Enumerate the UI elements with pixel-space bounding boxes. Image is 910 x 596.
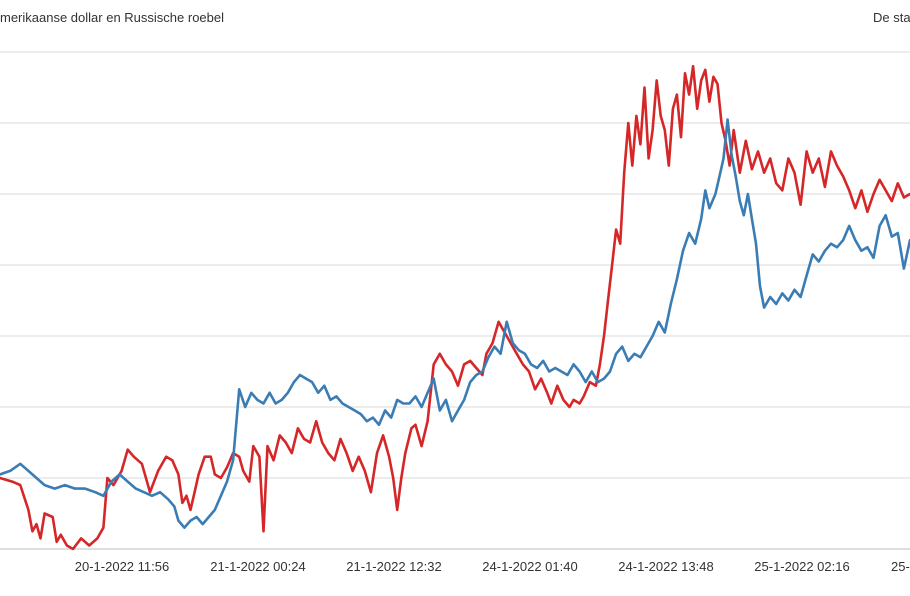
x-tick-label: 21-1-2022 00:24 bbox=[210, 559, 305, 574]
x-tick-label: 24-1-2022 13:48 bbox=[618, 559, 713, 574]
x-tick-label: 21-1-2022 12:32 bbox=[346, 559, 441, 574]
series-lines bbox=[0, 64, 910, 551]
gridlines bbox=[0, 51, 910, 550]
x-tick-label: 20-1-2022 11:56 bbox=[75, 559, 169, 574]
series-line-blue bbox=[0, 118, 910, 530]
x-tick-label: 25- bbox=[891, 559, 910, 574]
series-line-red bbox=[0, 64, 910, 551]
chart-title-left: merikaanse dollar en Russische roebel bbox=[0, 10, 225, 25]
x-tick-label: 25-1-2022 02:16 bbox=[754, 559, 849, 574]
x-axis-tick-labels: 20-1-2022 11:56 21-1-2022 00:24 21-1-2022 … bbox=[75, 559, 910, 574]
x-tick-label: 24-1-2022 01:40 bbox=[482, 559, 577, 574]
chart-title-right: De sta bbox=[873, 10, 910, 25]
